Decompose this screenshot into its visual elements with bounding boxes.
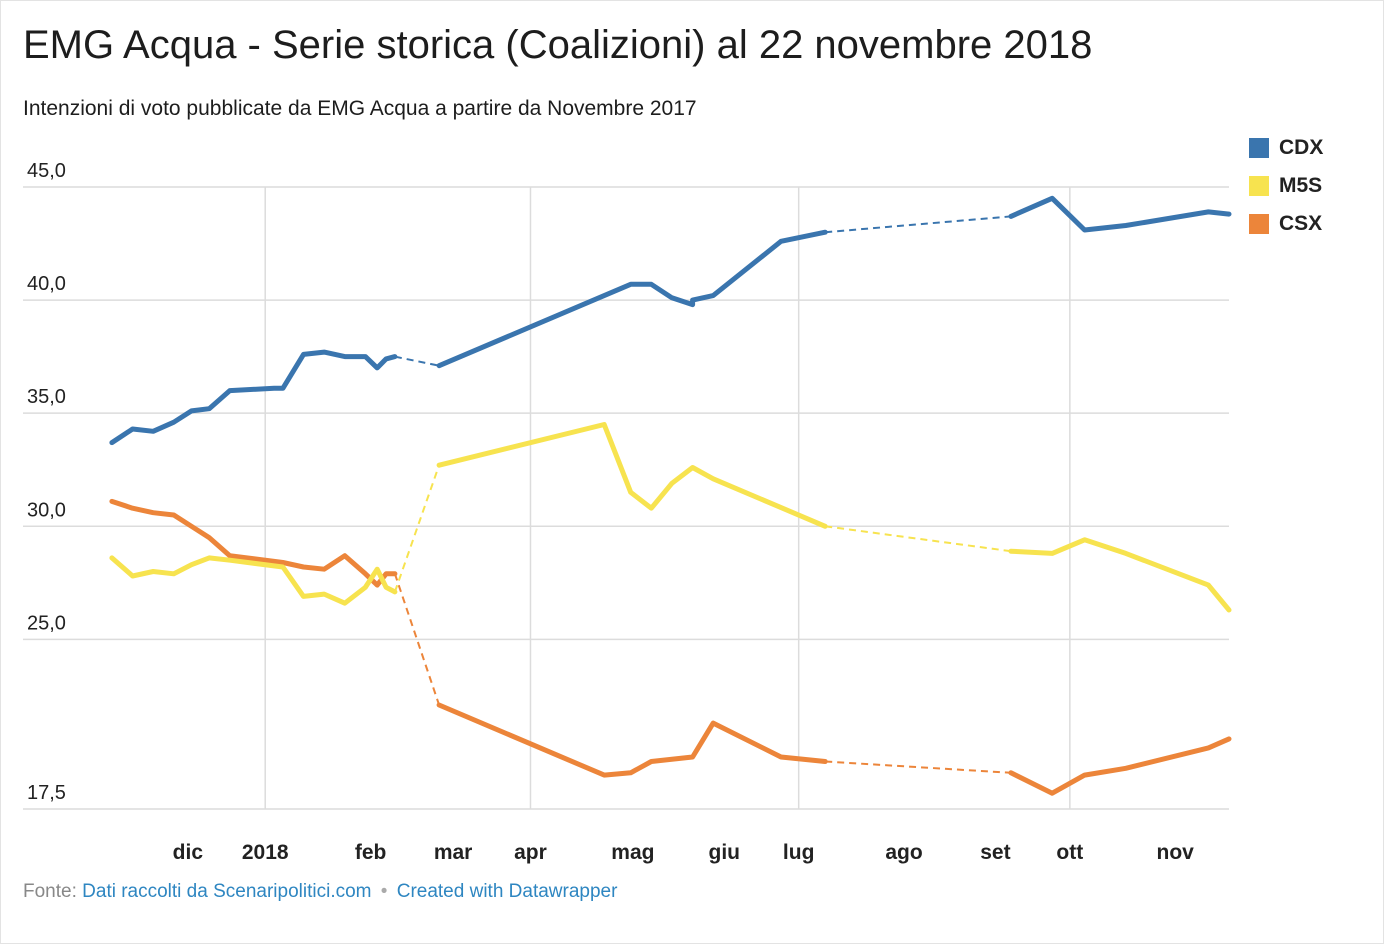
legend-swatch-m5s bbox=[1249, 176, 1269, 196]
x-tick-label: dic bbox=[173, 841, 204, 864]
chart-footer: Fonte: Dati raccolti da Scenaripolitici.… bbox=[23, 881, 617, 903]
series-line-dashed-csx bbox=[825, 760, 1011, 774]
y-tick-label: 45,0 bbox=[27, 160, 66, 182]
legend-item-csx: CSX bbox=[1249, 205, 1323, 243]
y-tick-label: 25,0 bbox=[27, 612, 66, 634]
source-link[interactable]: Dati raccolti da Scenaripolitici.com bbox=[82, 881, 372, 902]
chart-legend: CDX M5S CSX bbox=[1249, 129, 1323, 243]
x-tick-label: mag bbox=[611, 841, 654, 864]
series-line-dashed-cdx bbox=[825, 215, 1011, 234]
series-line-m5s bbox=[109, 422, 1232, 613]
series-line-dashed-m5s bbox=[393, 464, 441, 593]
series-line-dashed-cdx bbox=[394, 355, 440, 367]
legend-label-m5s: M5S bbox=[1279, 174, 1323, 197]
x-tick-label: ott bbox=[1056, 841, 1083, 864]
y-tick-label: 40,0 bbox=[27, 273, 66, 295]
chart-title: EMG Acqua - Serie storica (Coalizioni) a… bbox=[23, 23, 1093, 67]
x-tick-label: set bbox=[980, 841, 1010, 864]
legend-swatch-csx bbox=[1249, 214, 1269, 234]
legend-label-cdx: CDX bbox=[1279, 136, 1324, 159]
x-tick-label: apr bbox=[514, 841, 547, 864]
legend-item-m5s: M5S bbox=[1249, 167, 1323, 205]
y-tick-label: 17,5 bbox=[27, 782, 66, 804]
chart-subtitle: Intenzioni di voto pubblicate da EMG Acq… bbox=[23, 97, 697, 120]
x-tick-label: ago bbox=[885, 841, 922, 864]
series-line-csx bbox=[109, 498, 1232, 796]
legend-label-csx: CSX bbox=[1279, 212, 1323, 235]
x-tick-label: lug bbox=[783, 841, 815, 864]
x-tick-label: nov bbox=[1157, 841, 1195, 864]
x-tick-label: giu bbox=[709, 841, 741, 864]
datawrapper-link[interactable]: Created with Datawrapper bbox=[396, 881, 618, 902]
series-line-dashed-m5s bbox=[825, 525, 1012, 553]
legend-item-cdx: CDX bbox=[1249, 129, 1323, 167]
legend-swatch-cdx bbox=[1249, 138, 1269, 158]
footer-separator: • bbox=[380, 881, 388, 902]
source-label: Fonte: bbox=[23, 881, 77, 902]
y-tick-label: 35,0 bbox=[27, 386, 66, 408]
x-tick-label: feb bbox=[355, 841, 387, 864]
x-tick-label: mar bbox=[434, 841, 473, 864]
x-tick-label: 2018 bbox=[242, 841, 289, 864]
series-line-cdx bbox=[109, 195, 1232, 446]
y-tick-label: 30,0 bbox=[27, 499, 66, 521]
